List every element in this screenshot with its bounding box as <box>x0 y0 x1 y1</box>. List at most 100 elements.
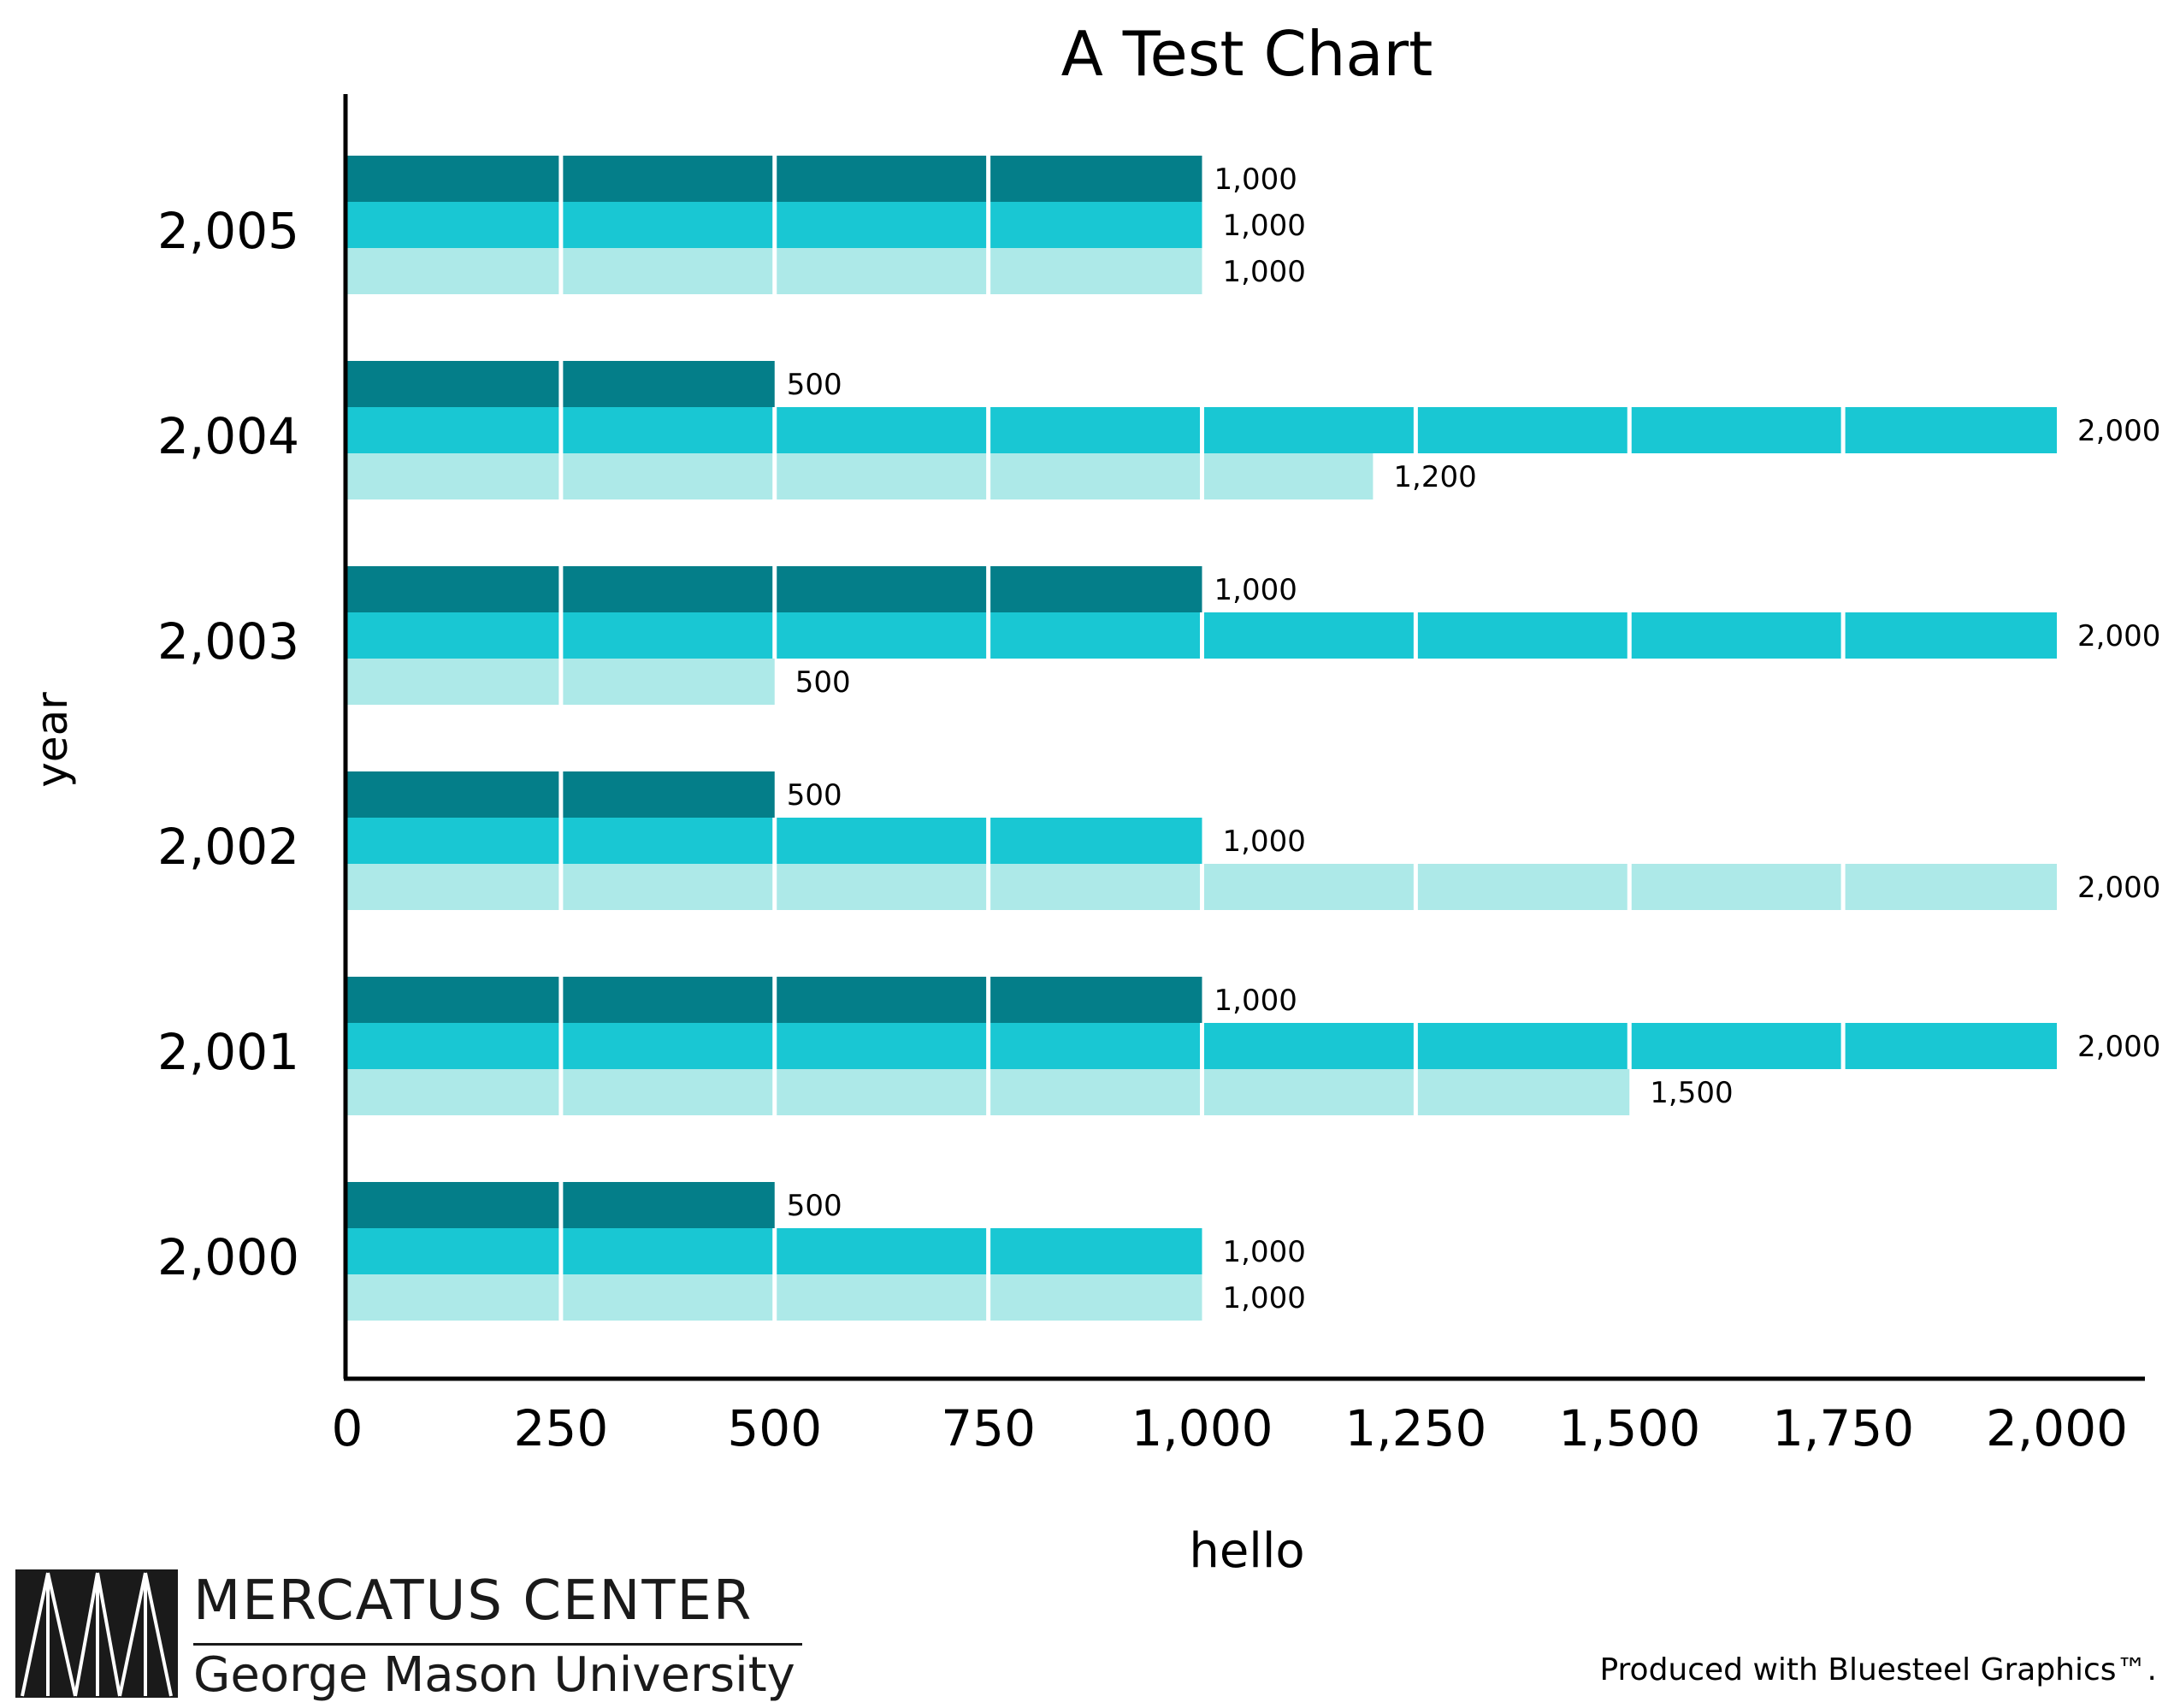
bar-segment-divider <box>1627 864 1632 910</box>
bar-segment-divider <box>1200 864 1204 910</box>
bar-segment-divider <box>558 864 564 910</box>
x-tick-label: 750 <box>941 1399 1036 1457</box>
bar-segment-divider <box>772 566 777 612</box>
bar-segment-divider <box>986 156 991 202</box>
x-axis-label: hello <box>1189 1523 1304 1579</box>
logo-divider <box>193 1643 802 1646</box>
bar-segment-divider <box>986 1023 991 1069</box>
bar-value-label: 2,000 <box>2077 1030 2160 1064</box>
mercatus-logo: MERCATUS CENTER George Mason University <box>15 1569 802 1703</box>
bar-segment-divider <box>1413 612 1418 659</box>
bar-segment-divider <box>986 1274 991 1321</box>
bar-value-label: 1,200 <box>1393 460 1476 494</box>
bar-segment-divider <box>1840 407 1846 453</box>
bar-segment-divider <box>1200 1023 1204 1069</box>
bar-segment-divider <box>1200 612 1204 659</box>
bar-segment-divider <box>558 156 564 202</box>
bar-segment-divider <box>1627 407 1632 453</box>
x-tick-label: 1,750 <box>1772 1399 1914 1457</box>
bar-segment-divider <box>558 248 564 294</box>
bar-segment-divider <box>1413 864 1418 910</box>
bar-value-label: 1,000 <box>1214 163 1297 197</box>
bar-segment-divider <box>1413 1023 1418 1069</box>
bar-segment-divider <box>558 1023 564 1069</box>
bar-segment-divider <box>986 864 991 910</box>
chart-title: A Test Chart <box>1061 18 1433 90</box>
y-category-label: 2,000 <box>157 1228 299 1286</box>
bar-segment-divider <box>558 566 564 612</box>
bar-segment-divider <box>1627 1023 1632 1069</box>
bar-segment-divider <box>558 1274 564 1321</box>
bar-value-label: 1,000 <box>1214 573 1297 607</box>
x-tick-label: 2,000 <box>1986 1399 2128 1457</box>
bar-segment-divider <box>772 1228 777 1274</box>
bar-segment-divider <box>558 202 564 248</box>
bar-segment-divider <box>986 612 991 659</box>
bar-value-label: 2,000 <box>2077 414 2160 448</box>
bar-segment-divider <box>772 818 777 864</box>
y-category-label: 2,005 <box>157 202 299 260</box>
bar-segment-divider <box>1200 407 1204 453</box>
credit-text: Produced with Bluesteel Graphics™. <box>1599 1652 2157 1687</box>
bar-value-label: 1,000 <box>1223 255 1306 289</box>
bar-value-label: 500 <box>795 665 851 700</box>
bar-segment-divider <box>1627 612 1632 659</box>
bar-segment-divider <box>558 361 564 407</box>
bar-segment-divider <box>558 612 564 659</box>
bar-segment-divider <box>772 977 777 1023</box>
mercatus-emblem <box>15 1569 178 1698</box>
bar-segment-divider <box>558 1069 564 1115</box>
x-tick-label: 250 <box>514 1399 609 1457</box>
bar-value-label: 500 <box>787 368 842 402</box>
bar-segment-divider <box>1200 453 1204 499</box>
bar-segment-divider <box>986 453 991 499</box>
bar-value-label: 1,500 <box>1650 1076 1733 1110</box>
bar-segment-divider <box>772 453 777 499</box>
bar-segment-divider <box>1840 1023 1846 1069</box>
bar-value-label: 1,000 <box>1223 209 1306 243</box>
bar-segment-divider <box>558 771 564 818</box>
bar-segment-divider <box>986 1069 991 1115</box>
y-category-label: 2,004 <box>157 407 299 465</box>
x-tick-label: 500 <box>727 1399 822 1457</box>
bar-segment-divider <box>986 566 991 612</box>
bar-segment-divider <box>558 977 564 1023</box>
bar-segment-divider <box>1200 1069 1204 1115</box>
bar-segment-divider <box>986 977 991 1023</box>
bar-value-label: 2,000 <box>2077 871 2160 905</box>
bar-segment-divider <box>1840 864 1846 910</box>
y-category-label: 2,001 <box>157 1023 299 1081</box>
bar-segment-divider <box>558 818 564 864</box>
bar-value-label: 1,000 <box>1214 984 1297 1018</box>
bar-value-label: 500 <box>787 778 842 813</box>
x-tick-labels: 0 250 500 750 1,000 1,250 1,500 1,750 2,000 <box>332 1399 2128 1457</box>
bar-segment-divider <box>772 1023 777 1069</box>
bar-value-label: 1,000 <box>1223 1235 1306 1269</box>
y-category-label: 2,003 <box>157 612 299 671</box>
bar-segment-divider <box>986 407 991 453</box>
bar-segment-divider <box>1413 407 1418 453</box>
bar-segment-divider <box>772 864 777 910</box>
bar-segment-divider <box>986 248 991 294</box>
x-tick-label: 0 <box>332 1399 363 1457</box>
bar-segment-divider <box>772 156 777 202</box>
x-tick-label: 1,500 <box>1558 1399 1700 1457</box>
bar-segment-divider <box>986 202 991 248</box>
bar-segment-divider <box>772 1069 777 1115</box>
bar-segment-divider <box>558 1182 564 1228</box>
bar-segment-divider <box>772 612 777 659</box>
bar-labels-group: 500 1,000 1,000 1,000 2,000 1,500 500 1,000 2,00… <box>787 163 2161 1315</box>
bar <box>347 453 1374 499</box>
bar-value-label: 1,000 <box>1223 1281 1306 1315</box>
bar-segment-divider <box>1413 1069 1418 1115</box>
y-category-label: 2,002 <box>157 818 299 876</box>
bar-value-label: 1,000 <box>1223 824 1306 859</box>
logo-org-subtitle: George Mason University <box>193 1647 795 1703</box>
bar-segment-divider <box>986 1228 991 1274</box>
y-category-labels: 2,000 2,001 2,002 2,003 2,004 2,005 <box>157 202 299 1286</box>
bar-segment-divider <box>772 248 777 294</box>
bar-segment-divider <box>558 407 564 453</box>
x-tick-label: 1,250 <box>1344 1399 1486 1457</box>
bar-segment-divider <box>772 407 777 453</box>
bar-segment-divider <box>1840 612 1846 659</box>
